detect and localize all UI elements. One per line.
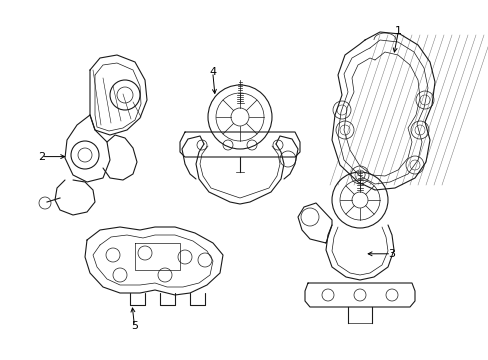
Text: 3: 3 [387, 249, 394, 259]
Text: 4: 4 [209, 67, 216, 77]
Text: 2: 2 [38, 152, 45, 162]
Text: 1: 1 [394, 26, 401, 36]
Text: 5: 5 [131, 321, 138, 331]
